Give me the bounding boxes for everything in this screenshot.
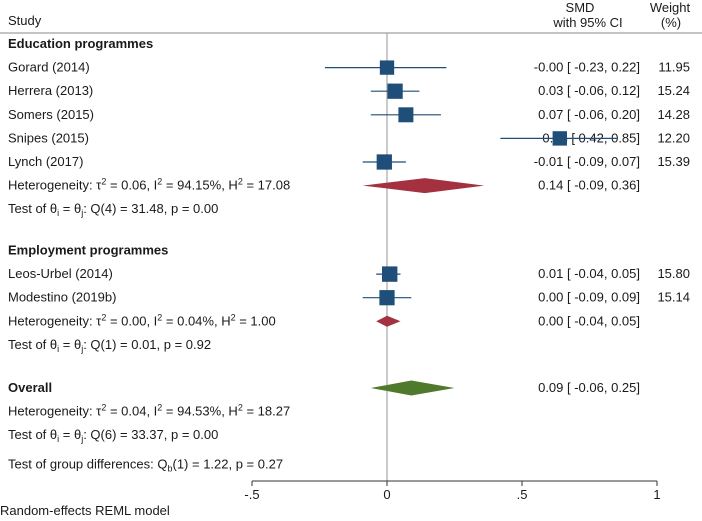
x-axis-tick-label: 0 [383, 487, 390, 502]
study-weight-text: 11.95 [658, 60, 690, 75]
study-square [382, 266, 398, 282]
study-square [376, 154, 392, 170]
group-pooled-ci-text: 0.00 [ -0.04, 0.05] [538, 313, 640, 328]
study-name: Snipes (2015) [8, 130, 89, 145]
study-name: Somers (2015) [8, 107, 94, 122]
study-ci-text: 0.07 [ -0.06, 0.20] [538, 107, 640, 122]
study-name: Modestino (2019b) [8, 290, 116, 305]
group-pooled-diamond [362, 178, 485, 194]
group-heterogeneity: Heterogeneity: τ2 = 0.00, I2 = 0.04%, H2… [8, 312, 276, 328]
study-square [552, 131, 567, 146]
group-heterogeneity: Heterogeneity: τ2 = 0.06, I2 = 94.15%, H… [8, 177, 290, 193]
header-smd-ci: with 95% CI [552, 15, 622, 30]
group-title: Education programmes [8, 36, 153, 51]
study-name: Lynch (2017) [8, 154, 83, 169]
group-pooled-diamond [376, 315, 401, 327]
study-square [379, 290, 395, 306]
header-weight: Weight [650, 0, 691, 15]
overall-test: Test of θi = θj: Q(6) = 33.37, p = 0.00 [8, 427, 218, 444]
overall-ci-text: 0.09 [ -0.06, 0.25] [538, 380, 640, 395]
study-name: Gorard (2014) [8, 60, 90, 75]
x-axis-tick-label: 1 [653, 487, 660, 502]
group-title: Employment programmes [8, 243, 168, 258]
overall-heterogeneity: Heterogeneity: τ2 = 0.04, I2 = 94.53%, H… [8, 403, 290, 419]
header-study: Study [8, 13, 42, 28]
x-axis-tick-label: .5 [517, 487, 528, 502]
study-square [379, 60, 395, 75]
group-differences-test: Test of group differences: Qb(1) = 1.22,… [8, 457, 283, 474]
study-weight-text: 15.39 [657, 154, 690, 169]
study-ci-text: -0.01 [ -0.09, 0.07] [534, 154, 640, 169]
study-weight-text: 15.24 [657, 83, 690, 98]
header-smd: SMD [566, 0, 595, 15]
study-ci-text: -0.00 [ -0.23, 0.22] [534, 60, 640, 75]
footnote: Random-effects REML model [0, 503, 170, 518]
study-square [387, 83, 403, 99]
overall-title: Overall [8, 380, 52, 395]
study-weight-text: 12.20 [657, 130, 690, 145]
study-ci-text: 0.00 [ -0.09, 0.09] [538, 290, 640, 305]
x-axis-tick-label: -.5 [244, 487, 259, 502]
group-test: Test of θi = θj: Q(4) = 31.48, p = 0.00 [8, 201, 218, 218]
study-weight-text: 15.14 [657, 290, 690, 305]
study-square [398, 107, 414, 123]
study-name: Herrera (2013) [8, 83, 93, 98]
header-weight-pct: (%) [661, 15, 681, 30]
group-pooled-ci-text: 0.14 [ -0.09, 0.36] [538, 178, 640, 193]
study-ci-text: 0.01 [ -0.04, 0.05] [538, 266, 640, 281]
study-weight-text: 14.28 [657, 107, 690, 122]
study-weight-text: 15.80 [657, 266, 690, 281]
study-ci-text: 0.03 [ -0.06, 0.12] [538, 83, 640, 98]
group-test: Test of θi = θj: Q(1) = 0.01, p = 0.92 [8, 337, 211, 354]
study-name: Leos-Urbel (2014) [8, 266, 113, 281]
overall-diamond [370, 380, 455, 396]
